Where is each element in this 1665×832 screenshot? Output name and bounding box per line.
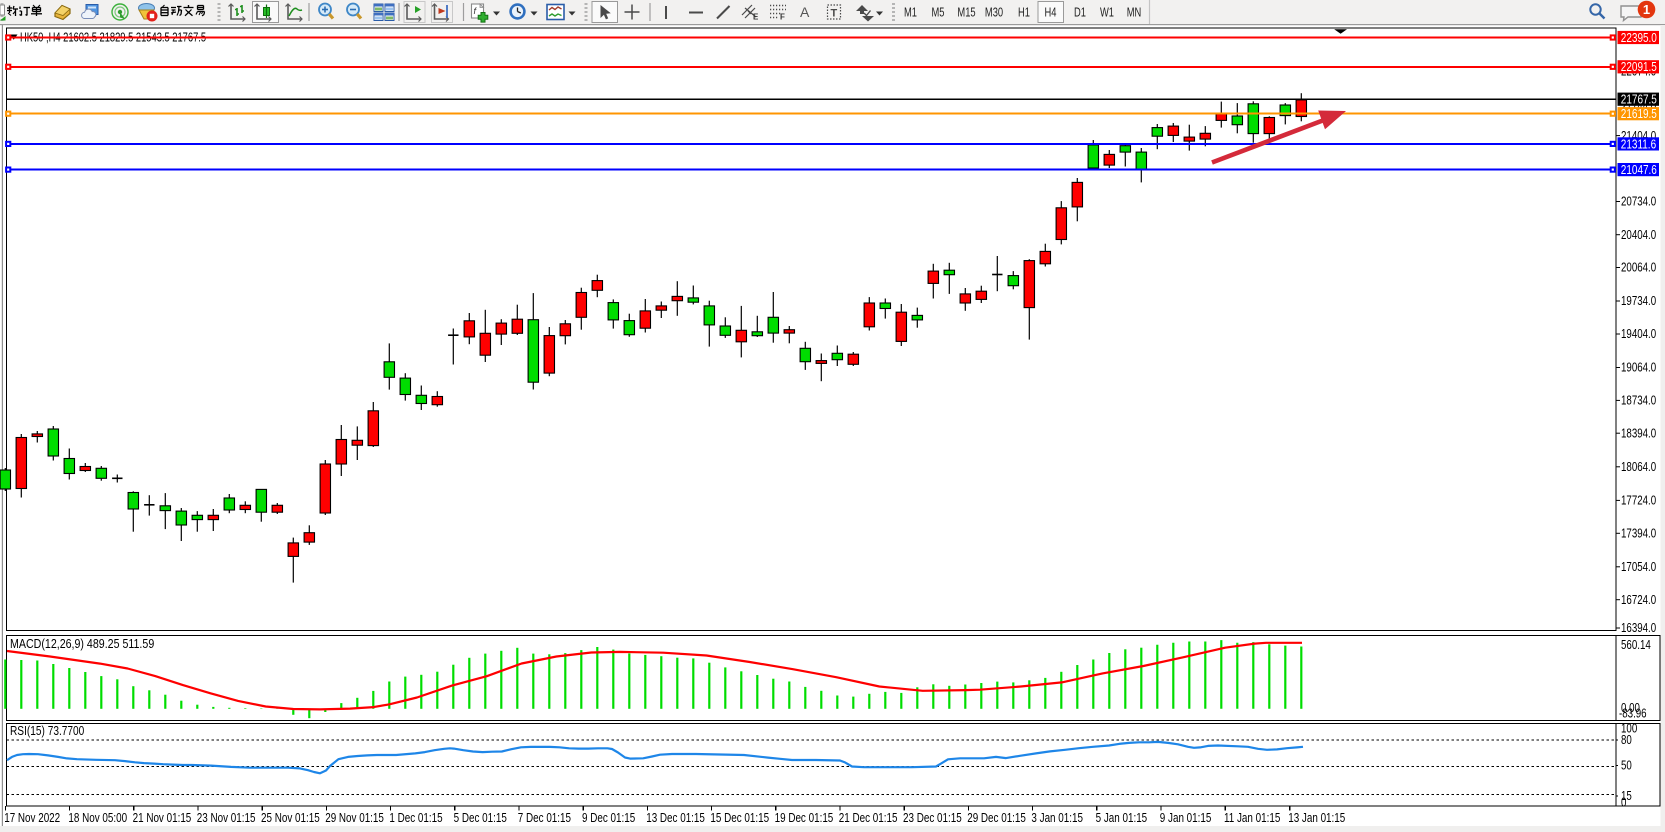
svg-text:18734.0: 18734.0 xyxy=(1621,395,1656,408)
svg-text:21311.6: 21311.6 xyxy=(1621,138,1656,151)
svg-text:7 Dec 01:15: 7 Dec 01:15 xyxy=(518,812,571,826)
svg-text:18394.0: 18394.0 xyxy=(1621,427,1656,440)
svg-text:17 Nov 2022: 17 Nov 2022 xyxy=(4,812,60,826)
svg-text:23 Dec 01:15: 23 Dec 01:15 xyxy=(903,812,962,826)
svg-text:f: f xyxy=(474,6,478,16)
svg-text:MACD(12,26,9) 489.25 511.59: MACD(12,26,9) 489.25 511.59 xyxy=(10,636,155,651)
svg-text:M5: M5 xyxy=(932,6,945,20)
svg-text:29 Dec 01:15: 29 Dec 01:15 xyxy=(967,812,1026,826)
svg-text:-83.96: -83.96 xyxy=(1619,707,1647,720)
svg-text:M15: M15 xyxy=(957,6,975,20)
svg-text:15: 15 xyxy=(1621,790,1632,803)
svg-text:17724.0: 17724.0 xyxy=(1621,495,1656,508)
svg-text:19404.0: 19404.0 xyxy=(1621,328,1656,341)
svg-text:3 Jan 01:15: 3 Jan 01:15 xyxy=(1031,812,1083,826)
svg-text:21 Nov 01:15: 21 Nov 01:15 xyxy=(133,812,192,826)
svg-text:13 Jan 01:15: 13 Jan 01:15 xyxy=(1288,812,1345,826)
svg-text:5 Dec 01:15: 5 Dec 01:15 xyxy=(454,812,507,826)
svg-text:W1: W1 xyxy=(1100,6,1114,20)
svg-text:22091.5: 22091.5 xyxy=(1621,61,1657,74)
svg-text:80: 80 xyxy=(1621,734,1632,747)
svg-text:9 Dec 01:15: 9 Dec 01:15 xyxy=(582,812,635,826)
svg-text:50: 50 xyxy=(1621,760,1632,773)
svg-text:19 Dec 01:15: 19 Dec 01:15 xyxy=(775,812,834,826)
svg-text:M30: M30 xyxy=(985,6,1003,20)
svg-text:RSI(15) 73.7700: RSI(15) 73.7700 xyxy=(10,724,85,738)
svg-text:9 Jan 01:15: 9 Jan 01:15 xyxy=(1160,812,1212,826)
svg-text:20064.0: 20064.0 xyxy=(1621,262,1656,275)
svg-text:M1: M1 xyxy=(904,6,917,20)
svg-text:1 Dec 01:15: 1 Dec 01:15 xyxy=(389,812,442,826)
svg-text:29 Nov 01:15: 29 Nov 01:15 xyxy=(325,812,384,826)
svg-text:17054.0: 17054.0 xyxy=(1621,561,1656,574)
svg-text:21 Dec 01:15: 21 Dec 01:15 xyxy=(839,812,898,826)
svg-text:A: A xyxy=(800,4,810,20)
svg-text:D1: D1 xyxy=(1074,6,1086,20)
svg-text:17394.0: 17394.0 xyxy=(1621,527,1656,540)
svg-text:20404.0: 20404.0 xyxy=(1621,229,1656,242)
svg-text:15 Dec 01:15: 15 Dec 01:15 xyxy=(710,812,769,826)
svg-text:25 Nov 01:15: 25 Nov 01:15 xyxy=(261,812,320,826)
svg-text:16724.0: 16724.0 xyxy=(1621,594,1656,607)
svg-text:0.00: 0.00 xyxy=(1621,702,1640,715)
svg-text:1: 1 xyxy=(1643,2,1650,17)
svg-text:11 Jan 01:15: 11 Jan 01:15 xyxy=(1224,812,1280,826)
svg-text:H1: H1 xyxy=(1018,6,1030,20)
svg-text:19734.0: 19734.0 xyxy=(1621,295,1656,308)
svg-text:5 Jan 01:15: 5 Jan 01:15 xyxy=(1096,812,1148,826)
svg-text:21767.5: 21767.5 xyxy=(1621,94,1657,107)
svg-text:18064.0: 18064.0 xyxy=(1621,461,1656,474)
svg-text:0: 0 xyxy=(1621,797,1626,810)
svg-text:18 Nov 05:00: 18 Nov 05:00 xyxy=(68,812,127,826)
svg-text:16394.0: 16394.0 xyxy=(1621,622,1656,635)
svg-text:560.14: 560.14 xyxy=(1621,639,1651,652)
svg-text:MN: MN xyxy=(1127,6,1142,20)
svg-text:22395.0: 22395.0 xyxy=(1621,32,1657,45)
svg-text:T: T xyxy=(831,8,838,20)
svg-text:F: F xyxy=(780,13,785,22)
svg-text:20734.0: 20734.0 xyxy=(1621,196,1656,209)
svg-text:21619.5: 21619.5 xyxy=(1621,108,1657,121)
svg-text:21047.6: 21047.6 xyxy=(1621,164,1657,177)
svg-text:100: 100 xyxy=(1621,723,1637,736)
svg-text:E: E xyxy=(753,13,759,22)
svg-text:H4: H4 xyxy=(1045,6,1057,20)
svg-text:23 Nov 01:15: 23 Nov 01:15 xyxy=(197,812,256,826)
svg-text:13 Dec 01:15: 13 Dec 01:15 xyxy=(646,812,705,826)
svg-text:19064.0: 19064.0 xyxy=(1621,362,1656,375)
